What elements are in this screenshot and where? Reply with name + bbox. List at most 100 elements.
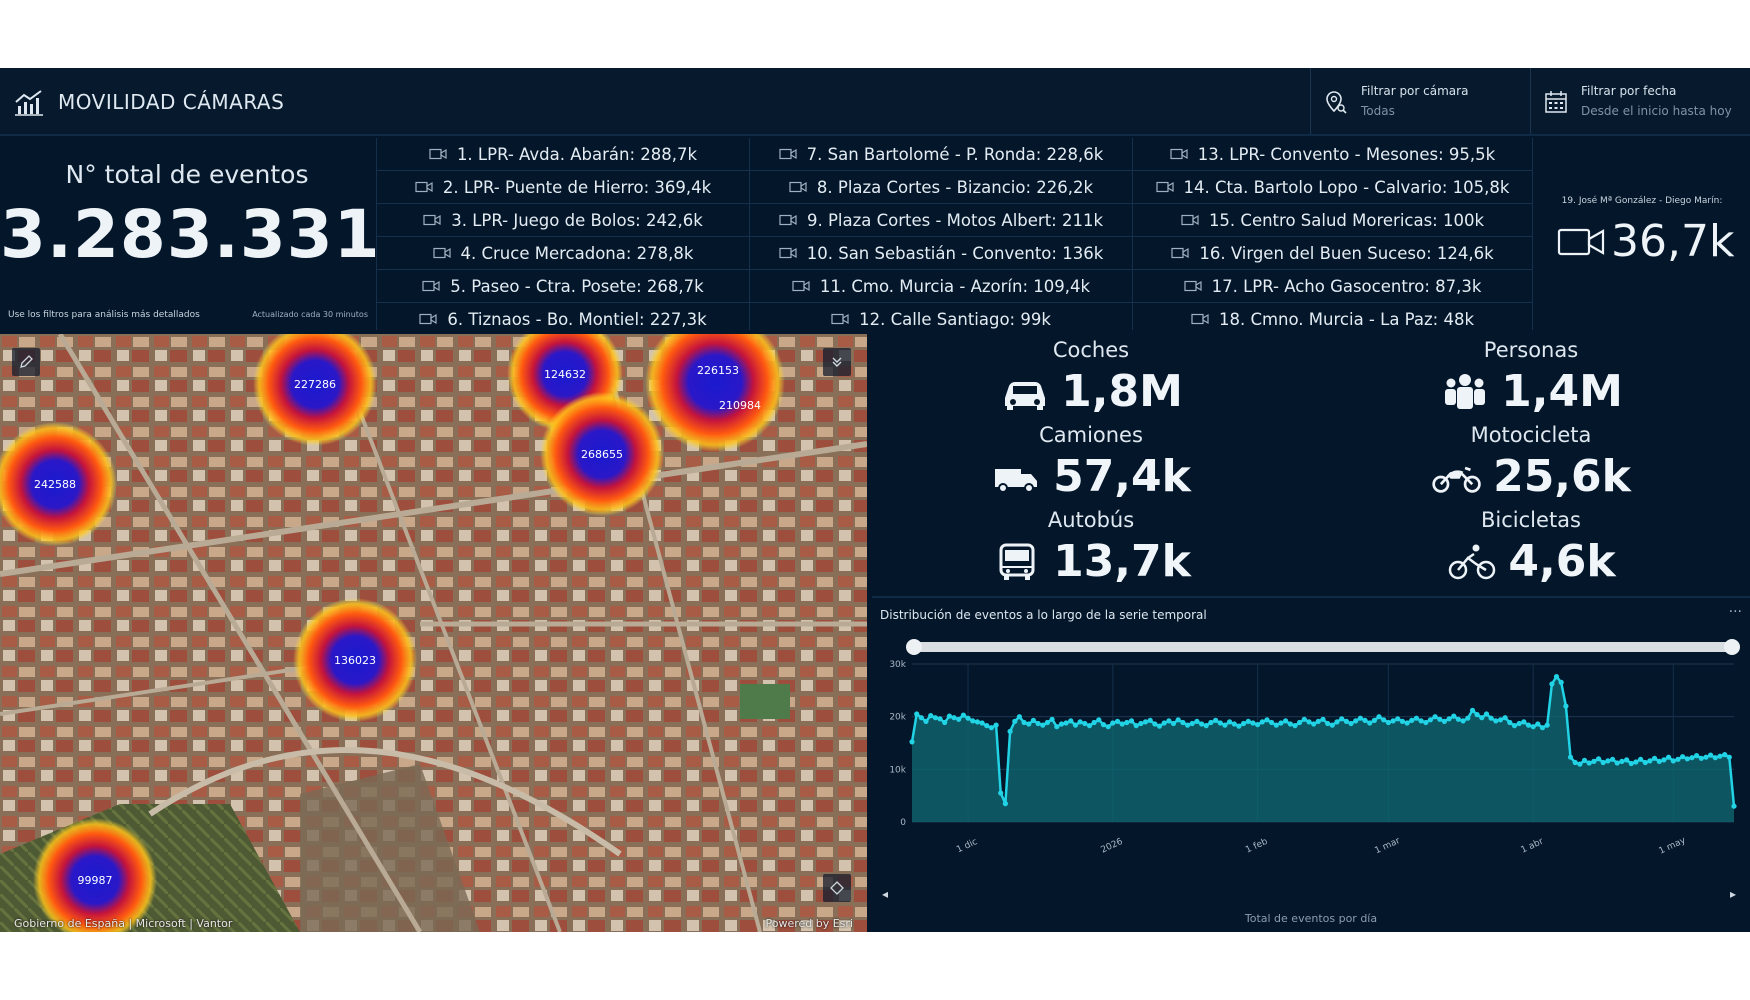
data-point[interactable] bbox=[1100, 722, 1107, 728]
data-point[interactable] bbox=[1245, 718, 1251, 724]
data-point[interactable] bbox=[1002, 801, 1008, 807]
camera-row[interactable]: 1. LPR- Avda. Abarán: 288,7k bbox=[377, 138, 749, 171]
data-point[interactable] bbox=[1376, 714, 1382, 720]
data-point[interactable] bbox=[1385, 719, 1391, 726]
camera-row[interactable]: 4. Cruce Mercadona: 278,8k bbox=[377, 237, 749, 270]
data-point[interactable] bbox=[1301, 716, 1307, 722]
data-point[interactable] bbox=[1628, 760, 1634, 767]
camera-row[interactable]: 2. LPR- Puente de Hierro: 369,4k bbox=[377, 171, 749, 204]
data-point[interactable] bbox=[1086, 723, 1093, 729]
camera-row[interactable]: 8. Plaza Cortes - Bizancio: 226,2k bbox=[750, 171, 1132, 204]
heat-cluster[interactable]: 226153 bbox=[645, 334, 785, 452]
data-point[interactable] bbox=[1236, 723, 1242, 729]
data-point[interactable] bbox=[1026, 721, 1032, 727]
data-point[interactable] bbox=[1530, 724, 1536, 730]
time-series-chart[interactable]: 0 10k 20k 30k 1 dic 2026 1 feb 1 mar 1 abr 1 may… bbox=[872, 624, 1750, 932]
map-collapse-button[interactable] bbox=[823, 348, 851, 376]
data-point[interactable] bbox=[1684, 756, 1690, 762]
data-point[interactable] bbox=[1726, 754, 1732, 760]
data-point[interactable] bbox=[1670, 758, 1676, 764]
data-point[interactable] bbox=[1586, 760, 1592, 766]
data-point[interactable] bbox=[1231, 721, 1237, 727]
camera-filter[interactable]: Filtrar por cámara Todas bbox=[1310, 68, 1531, 134]
data-point[interactable] bbox=[918, 715, 924, 721]
data-point[interactable] bbox=[1255, 722, 1261, 728]
data-point[interactable] bbox=[1241, 720, 1247, 727]
data-point[interactable] bbox=[951, 715, 957, 721]
data-point[interactable] bbox=[1072, 722, 1079, 728]
data-point[interactable] bbox=[1142, 719, 1149, 725]
data-point[interactable] bbox=[1105, 724, 1111, 730]
data-point[interactable] bbox=[1124, 719, 1130, 726]
data-point[interactable] bbox=[1493, 718, 1499, 724]
data-point[interactable] bbox=[1731, 803, 1737, 809]
data-point[interactable] bbox=[1329, 722, 1335, 728]
data-point[interactable] bbox=[1656, 758, 1662, 764]
data-point[interactable] bbox=[1549, 681, 1555, 687]
data-point[interactable] bbox=[1194, 718, 1200, 724]
data-point[interactable] bbox=[1535, 721, 1541, 727]
data-point[interactable] bbox=[1507, 719, 1513, 726]
data-point[interactable] bbox=[974, 719, 980, 725]
data-point[interactable] bbox=[998, 790, 1004, 796]
data-point[interactable] bbox=[1624, 757, 1630, 763]
data-point[interactable] bbox=[1675, 756, 1681, 762]
camera-row[interactable]: 5. Paseo - Ctra. Posete: 268,7k bbox=[377, 270, 749, 303]
data-point[interactable] bbox=[1488, 715, 1494, 721]
data-point[interactable] bbox=[1114, 718, 1121, 724]
data-point[interactable] bbox=[1292, 723, 1298, 729]
data-point[interactable] bbox=[1558, 679, 1564, 685]
data-point[interactable] bbox=[1222, 722, 1228, 728]
data-point[interactable] bbox=[1633, 759, 1639, 765]
data-point[interactable] bbox=[1712, 755, 1718, 761]
data-point[interactable] bbox=[1325, 720, 1331, 727]
data-point[interactable] bbox=[1661, 757, 1667, 763]
data-point[interactable] bbox=[1213, 717, 1219, 723]
data-point[interactable] bbox=[1647, 758, 1653, 764]
data-point[interactable] bbox=[1156, 723, 1163, 729]
data-point[interactable] bbox=[1367, 720, 1373, 726]
data-point[interactable] bbox=[1610, 756, 1616, 762]
data-point[interactable] bbox=[1619, 758, 1625, 764]
data-point[interactable] bbox=[1297, 719, 1303, 726]
date-filter[interactable]: Filtrar por fecha Desde el inicio hasta … bbox=[1530, 68, 1750, 134]
data-point[interactable] bbox=[946, 713, 952, 719]
data-point[interactable] bbox=[1096, 717, 1102, 723]
data-point[interactable] bbox=[1357, 715, 1363, 721]
data-point[interactable] bbox=[1012, 718, 1018, 724]
camera-row[interactable]: 11. Cmo. Murcia - Azorín: 109,4k bbox=[750, 270, 1132, 303]
range-slider-end-handle[interactable] bbox=[1724, 639, 1740, 655]
data-point[interactable] bbox=[1110, 720, 1116, 726]
data-point[interactable] bbox=[1642, 759, 1648, 766]
data-point[interactable] bbox=[1652, 755, 1658, 761]
data-point[interactable] bbox=[1311, 721, 1317, 727]
data-point[interactable] bbox=[1423, 719, 1429, 726]
data-point[interactable] bbox=[1479, 715, 1485, 721]
data-point[interactable] bbox=[1437, 716, 1443, 722]
data-point[interactable] bbox=[1694, 753, 1700, 759]
data-point[interactable] bbox=[1409, 717, 1415, 723]
heat-cluster[interactable]: 242588 bbox=[0, 422, 117, 546]
data-point[interactable] bbox=[932, 715, 938, 721]
data-point[interactable] bbox=[1203, 723, 1209, 729]
camera-row[interactable]: 7. San Bartolomé - P. Ronda: 228,6k bbox=[750, 138, 1132, 171]
data-point[interactable] bbox=[979, 720, 985, 726]
data-point[interactable] bbox=[1525, 722, 1532, 728]
camera-row[interactable]: 10. San Sebastián - Convento: 136k bbox=[750, 237, 1132, 270]
data-point[interactable] bbox=[1030, 717, 1036, 723]
range-slider-start-handle[interactable] bbox=[906, 639, 922, 655]
data-point[interactable] bbox=[1614, 760, 1620, 766]
more-options-icon[interactable]: ··· bbox=[1728, 604, 1742, 620]
data-point[interactable] bbox=[1399, 718, 1405, 724]
data-point[interactable] bbox=[1539, 725, 1546, 731]
data-point[interactable] bbox=[1600, 759, 1606, 766]
data-point[interactable] bbox=[942, 719, 948, 726]
data-point[interactable] bbox=[1455, 716, 1461, 722]
data-point[interactable] bbox=[1269, 719, 1275, 726]
data-point[interactable] bbox=[1077, 719, 1083, 725]
data-point[interactable] bbox=[1483, 711, 1490, 717]
data-point[interactable] bbox=[1343, 718, 1349, 724]
data-point[interactable] bbox=[988, 725, 994, 731]
heatmap-map[interactable]: 227286 124632 226153 210984 268655 24258… bbox=[0, 334, 867, 932]
data-point[interactable] bbox=[1339, 716, 1345, 722]
